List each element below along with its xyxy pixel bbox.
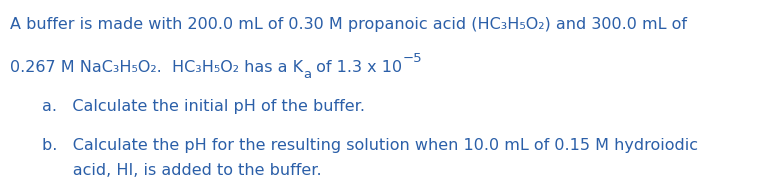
Text: −5: −5 — [402, 52, 422, 65]
Text: A buffer is made with 200.0 mL of 0.30 M propanoic acid (HC₃H₅O₂) and 300.0 mL o: A buffer is made with 200.0 mL of 0.30 M… — [10, 17, 687, 32]
Text: acid, HI, is added to the buffer.: acid, HI, is added to the buffer. — [42, 163, 322, 178]
Text: b.   Calculate the pH for the resulting solution when 10.0 mL of 0.15 M hydroiod: b. Calculate the pH for the resulting so… — [42, 138, 698, 153]
Text: 0.267 M NaC₃H₅O₂.  HC₃H₅O₂ has a K: 0.267 M NaC₃H₅O₂. HC₃H₅O₂ has a K — [10, 60, 303, 75]
Text: of 1.3 x 10: of 1.3 x 10 — [311, 60, 402, 75]
Text: a: a — [303, 68, 311, 81]
Text: a.   Calculate the initial pH of the buffer.: a. Calculate the initial pH of the buffe… — [42, 99, 365, 114]
